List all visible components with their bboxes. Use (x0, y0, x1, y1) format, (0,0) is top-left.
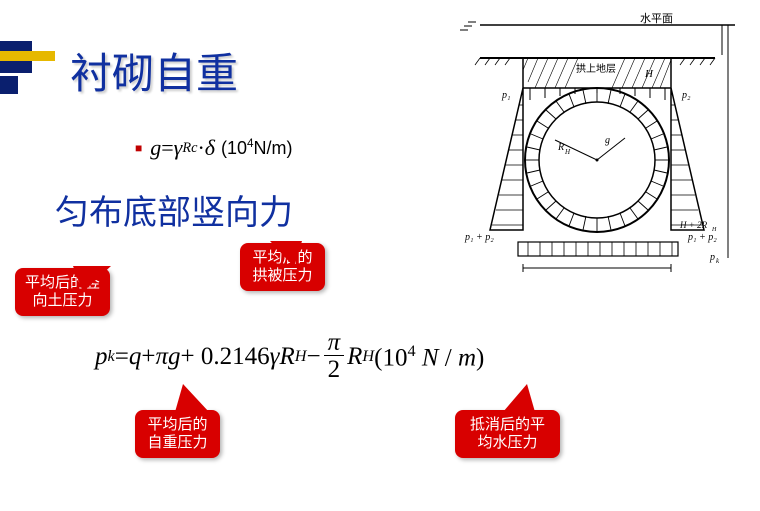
formula-self-weight: ■ g = γ Rc · δ (104N/m) (135, 135, 293, 161)
f1-dot: · (197, 135, 204, 161)
svg-text:p₁ + p₂: p₁ + p₂ (687, 232, 717, 243)
callout-self-weight-pressure: 平均后的自重压力 (135, 410, 220, 458)
svg-text:H + 2R: H + 2R (679, 220, 708, 230)
f1-lhs: g (150, 135, 161, 161)
svg-text:p₁: p₁ (501, 90, 510, 101)
svg-text:H: H (644, 68, 654, 80)
f2-unit: (104 N / m) (374, 342, 484, 372)
f1-gamma-sub: Rc (182, 140, 197, 157)
callout-water-pressure: 抵消后的平均水压力 (455, 410, 560, 458)
svg-text:g: g (605, 135, 610, 146)
f2-p: p (95, 343, 108, 371)
formula-bottom-pressure: pk = q + πg + 0.2146 γ RH − π 2 RH (104 … (95, 330, 484, 384)
svg-text:p₂: p₂ (681, 90, 691, 101)
f1-unit: (104N/m) (221, 137, 293, 159)
svg-text:k: k (716, 257, 720, 265)
svg-text:H: H (711, 227, 717, 233)
svg-text:p₁ + p₂: p₁ + p₂ (464, 232, 494, 243)
title-bar: 衬砌自重 (0, 40, 238, 101)
svg-text:p: p (709, 252, 715, 263)
f1-delta: δ (205, 135, 215, 161)
tunnel-diagram: 水平面 拱上地层 H (450, 10, 740, 285)
page-title: 衬砌自重 (70, 40, 238, 101)
svg-text:R: R (557, 142, 564, 153)
title-decoration (0, 41, 55, 101)
svg-text:拱上地层: 拱上地层 (576, 62, 616, 75)
bullet-icon: ■ (135, 141, 142, 156)
f1-eq: = (161, 135, 173, 161)
svg-text:H: H (564, 148, 571, 156)
svg-text:水平面: 水平面 (640, 12, 673, 25)
subtitle: 匀布底部竖向力 (55, 185, 293, 234)
fraction-pi-over-2: π 2 (324, 330, 345, 384)
